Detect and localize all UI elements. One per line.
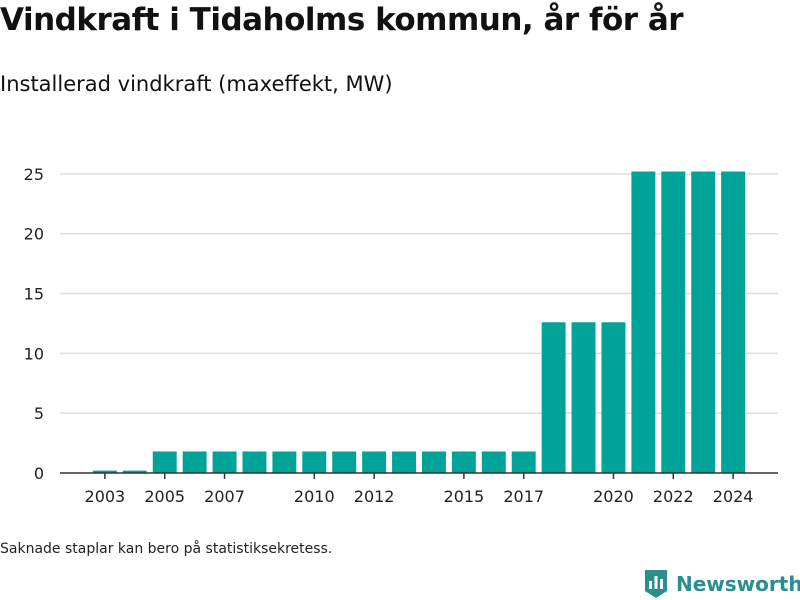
bar-2004 bbox=[122, 470, 147, 473]
chart-title: Vindkraft i Tidaholms kommun, år för år bbox=[0, 2, 684, 38]
chart-subtitle: Installerad vindkraft (maxeffekt, MW) bbox=[0, 72, 393, 96]
x-tick-label: 2010 bbox=[294, 487, 335, 506]
bar-2012 bbox=[362, 451, 387, 473]
y-tick-label: 5 bbox=[34, 404, 44, 423]
bar-2005 bbox=[152, 451, 177, 473]
x-tick-label: 2005 bbox=[144, 487, 185, 506]
x-tick-label: 2017 bbox=[503, 487, 544, 506]
bar-2014 bbox=[421, 451, 446, 473]
y-tick-label: 20 bbox=[24, 225, 44, 244]
bar-2024 bbox=[721, 171, 746, 474]
bar-2022 bbox=[661, 171, 686, 474]
bar-2019 bbox=[571, 322, 596, 473]
x-axis-tick-labels: 2003 2005 2007 2010 2012 2015 2017 2020 2022 2024 bbox=[85, 473, 754, 506]
x-tick-label: 2007 bbox=[204, 487, 245, 506]
bars bbox=[92, 171, 746, 474]
bar-2020 bbox=[601, 322, 626, 473]
bar-2011 bbox=[332, 451, 357, 473]
gridlines bbox=[60, 173, 778, 414]
bar-2006 bbox=[182, 451, 207, 473]
bar-2008 bbox=[242, 451, 267, 473]
bar-2003 bbox=[92, 470, 117, 473]
y-tick-label: 15 bbox=[24, 285, 44, 304]
bar-2018 bbox=[541, 322, 566, 473]
bar-2009 bbox=[272, 451, 297, 473]
bar-2015 bbox=[451, 451, 476, 473]
bar-2023 bbox=[691, 171, 716, 474]
footnote: Saknade staplar kan bero på statistiksek… bbox=[0, 541, 333, 557]
brand-name: Newsworthy bbox=[676, 572, 800, 596]
x-tick-label: 2020 bbox=[593, 487, 634, 506]
y-tick-label: 25 bbox=[24, 165, 44, 184]
bar-2016 bbox=[481, 451, 506, 473]
bar-2010 bbox=[302, 451, 327, 473]
x-tick-label: 2022 bbox=[653, 487, 694, 506]
bar-chart-shield-icon bbox=[645, 570, 667, 598]
y-tick-label: 0 bbox=[34, 464, 44, 483]
x-tick-label: 2012 bbox=[354, 487, 395, 506]
x-tick-label: 2003 bbox=[85, 487, 126, 506]
bar-2017 bbox=[511, 451, 536, 473]
y-tick-label: 10 bbox=[24, 344, 44, 363]
bar-2007 bbox=[212, 451, 237, 473]
x-tick-label: 2024 bbox=[713, 487, 754, 506]
y-axis-tick-labels: 0 5 10 15 20 25 bbox=[24, 165, 44, 483]
bar-2013 bbox=[392, 451, 417, 473]
bar-2021 bbox=[631, 171, 656, 474]
brand-logo: Newsworthy bbox=[644, 568, 800, 600]
x-tick-label: 2015 bbox=[444, 487, 485, 506]
